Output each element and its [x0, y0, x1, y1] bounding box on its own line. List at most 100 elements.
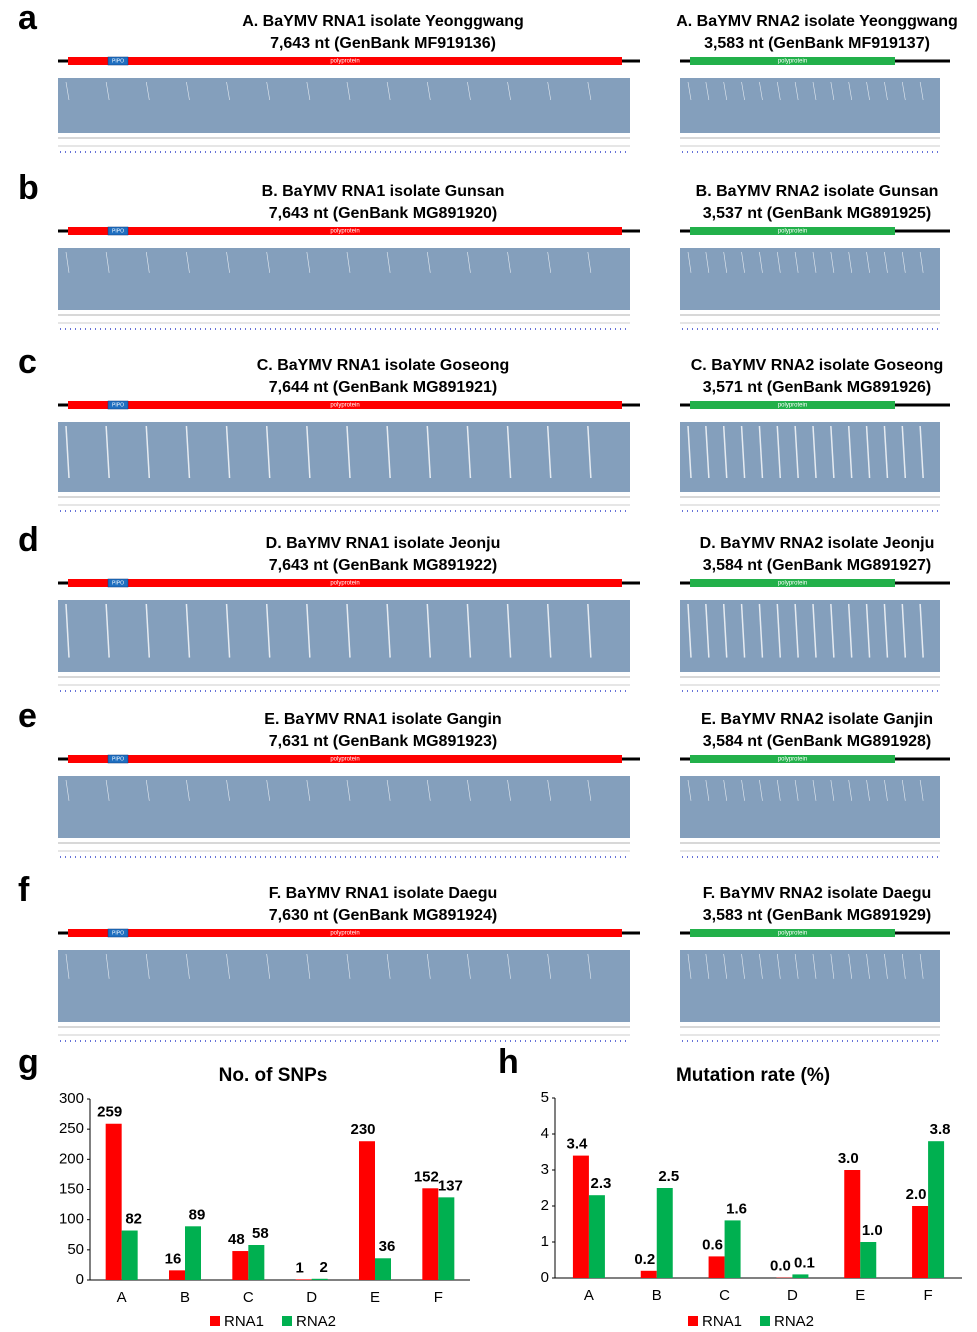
bar: [122, 1231, 138, 1280]
bar: [312, 1279, 328, 1280]
y-tick-label: 2: [541, 1197, 549, 1214]
coverage: [58, 248, 630, 310]
track-title: C. BaYMV RNA2 isolate Goseong: [691, 357, 944, 374]
orf-label: polyprotein: [778, 931, 807, 937]
bar: [709, 1256, 725, 1278]
value-label: 152: [414, 1168, 439, 1185]
orf-label: polyprotein: [778, 581, 807, 587]
x-tick-label: B: [180, 1289, 190, 1306]
panel-letter: g: [18, 1043, 39, 1081]
track-subtitle: 3,571 nt (GenBank MG891926): [703, 379, 932, 396]
track-subtitle: 3,584 nt (GenBank MG891927): [703, 557, 932, 574]
pipo-label: PIPO: [112, 58, 124, 64]
orf-label: polyprotein: [330, 229, 359, 235]
panel-letter: e: [18, 697, 37, 735]
value-label: 230: [350, 1121, 375, 1138]
track-subtitle: 3,583 nt (GenBank MG891929): [703, 907, 932, 924]
chart-title: No. of SNPs: [219, 1065, 328, 1086]
x-tick-label: A: [117, 1289, 127, 1306]
bar: [725, 1220, 741, 1278]
pipo-label: PIPO: [112, 402, 124, 408]
value-label: 0.6: [702, 1236, 723, 1253]
orf-label: polyprotein: [330, 581, 359, 587]
track-subtitle: 3,583 nt (GenBank MF919137): [704, 35, 930, 52]
coverage: [680, 248, 940, 310]
legend-swatch: [210, 1316, 220, 1326]
value-label: 137: [438, 1177, 463, 1194]
value-label: 3.8: [930, 1121, 951, 1138]
track-subtitle: 3,584 nt (GenBank MG891928): [703, 733, 932, 750]
y-tick-label: 0: [541, 1269, 549, 1286]
orf-label: polyprotein: [778, 757, 807, 763]
pipo-label: PIPO: [112, 756, 124, 762]
track-subtitle: 7,643 nt (GenBank MF919136): [270, 35, 496, 52]
y-tick-label: 5: [541, 1089, 549, 1106]
y-tick-label: 3: [541, 1161, 549, 1178]
value-label: 2.3: [590, 1175, 611, 1192]
orf-label: polyprotein: [330, 59, 359, 65]
coverage: [680, 422, 940, 492]
coverage: [58, 78, 630, 133]
coverage: [58, 950, 630, 1022]
value-label: 1.6: [726, 1200, 747, 1217]
bar: [928, 1141, 944, 1278]
bar: [106, 1124, 122, 1280]
track-subtitle: 7,643 nt (GenBank MG891922): [269, 557, 498, 574]
bar: [232, 1251, 248, 1280]
y-tick-label: 300: [59, 1090, 84, 1107]
bar: [359, 1141, 375, 1280]
value-label: 2.5: [658, 1168, 679, 1185]
y-tick-label: 100: [59, 1211, 84, 1228]
panel-letter: h: [498, 1043, 519, 1081]
orf-label: polyprotein: [330, 931, 359, 937]
track-title: D. BaYMV RNA2 isolate Jeonju: [700, 535, 935, 552]
legend-label: RNA2: [296, 1313, 336, 1330]
value-label: 58: [252, 1225, 269, 1242]
value-label: 1: [295, 1259, 303, 1276]
track-subtitle: 7,631 nt (GenBank MG891923): [269, 733, 498, 750]
track-title: F. BaYMV RNA2 isolate Daegu: [703, 885, 932, 902]
coverage: [680, 776, 940, 838]
value-label: 1.0: [862, 1222, 883, 1239]
track-title: B. BaYMV RNA1 isolate Gunsan: [262, 183, 505, 200]
panel-letter: c: [18, 343, 37, 381]
coverage: [680, 78, 940, 133]
legend-label: RNA2: [774, 1313, 814, 1330]
coverage: [58, 776, 630, 838]
bar: [573, 1156, 589, 1278]
track-title: A. BaYMV RNA2 isolate Yeonggwang: [676, 13, 958, 30]
track-subtitle: 7,644 nt (GenBank MG891921): [269, 379, 498, 396]
x-tick-label: D: [306, 1289, 317, 1306]
y-tick-label: 150: [59, 1180, 84, 1197]
track-subtitle: 7,643 nt (GenBank MG891920): [269, 205, 498, 222]
value-label: 2.0: [906, 1186, 927, 1203]
chart-title: Mutation rate (%): [676, 1065, 830, 1086]
x-tick-label: C: [719, 1287, 730, 1304]
track-title: D. BaYMV RNA1 isolate Jeonju: [266, 535, 501, 552]
bar: [860, 1242, 876, 1278]
legend-swatch: [688, 1316, 698, 1326]
x-tick-label: E: [855, 1287, 865, 1304]
x-tick-label: F: [434, 1289, 443, 1306]
panel-letter: b: [18, 169, 39, 207]
panel-letter: d: [18, 521, 39, 559]
orf-label: polyprotein: [778, 229, 807, 235]
coverage: [680, 950, 940, 1022]
x-tick-label: D: [787, 1287, 798, 1304]
panel-letter: f: [18, 871, 30, 909]
x-tick-label: B: [652, 1287, 662, 1304]
track-title: A. BaYMV RNA1 isolate Yeonggwang: [242, 13, 524, 30]
value-label: 3.0: [838, 1150, 859, 1167]
y-tick-label: 50: [67, 1241, 84, 1258]
value-label: 48: [228, 1231, 245, 1248]
x-tick-label: E: [370, 1289, 380, 1306]
orf-label: polyprotein: [330, 757, 359, 763]
bar: [296, 1279, 312, 1280]
pipo-label: PIPO: [112, 930, 124, 936]
coverage: [58, 422, 630, 492]
panel-letter: a: [18, 0, 38, 37]
pipo-label: PIPO: [112, 580, 124, 586]
bar: [169, 1270, 185, 1280]
value-label: 89: [189, 1206, 206, 1223]
y-tick-label: 4: [541, 1125, 549, 1142]
